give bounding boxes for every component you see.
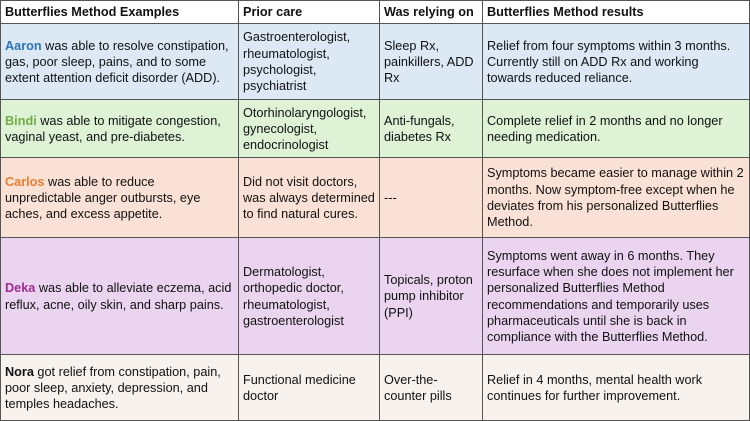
- relying-on-cell: Topicals, proton pump inhibitor (PPI): [379, 237, 483, 355]
- example-cell: Bindi was able to mitigate congestion, v…: [0, 99, 239, 158]
- example-text: was able to alleviate eczema, acid reflu…: [5, 281, 232, 312]
- relying-on-cell: Over-the-counter pills: [379, 354, 483, 421]
- person-name: Aaron: [5, 38, 42, 53]
- header-examples: Butterflies Method Examples: [0, 0, 239, 24]
- person-name: Deka: [5, 281, 36, 296]
- results-cell: Symptoms went away in 6 months. They res…: [482, 237, 750, 355]
- header-results: Butterflies Method results: [482, 0, 750, 24]
- table-row: Aaron was able to resolve constipation, …: [0, 23, 750, 100]
- results-cell: Symptoms became easier to manage within …: [482, 157, 750, 238]
- results-cell: Complete relief in 2 months and no longe…: [482, 99, 750, 158]
- example-text: got relief from constipation, pain, poor…: [5, 364, 221, 412]
- table-row: Bindi was able to mitigate congestion, v…: [0, 99, 750, 158]
- example-text: was able to resolve constipation, gas, p…: [5, 38, 229, 86]
- person-name: Bindi: [5, 113, 37, 128]
- relying-on-cell: Anti-fungals, diabetes Rx: [379, 99, 483, 158]
- header-prior-care: Prior care: [238, 0, 380, 24]
- example-cell: Deka was able to alleviate eczema, acid …: [0, 237, 239, 355]
- prior-care-cell: Functional medicine doctor: [238, 354, 380, 421]
- example-cell: Nora got relief from constipation, pain,…: [0, 354, 239, 421]
- header-row: Butterflies Method Examples Prior care W…: [0, 0, 750, 24]
- header-relying-on: Was relying on: [379, 0, 483, 24]
- prior-care-cell: Did not visit doctors, was always determ…: [238, 157, 380, 238]
- example-text: was able to mitigate congestion, vaginal…: [5, 113, 221, 144]
- relying-on-cell: Sleep Rx, painkillers, ADD Rx: [379, 23, 483, 100]
- table-row: Nora got relief from constipation, pain,…: [0, 354, 750, 421]
- person-name: Nora: [5, 364, 34, 379]
- results-cell: Relief in 4 months, mental health work c…: [482, 354, 750, 421]
- example-cell: Aaron was able to resolve constipation, …: [0, 23, 239, 100]
- example-cell: Carlos was able to reduce unpredictable …: [0, 157, 239, 238]
- results-cell: Relief from four symptoms within 3 month…: [482, 23, 750, 100]
- example-text: was able to reduce unpredictable anger o…: [5, 174, 201, 222]
- relying-on-cell: ---: [379, 157, 483, 238]
- table-row: Carlos was able to reduce unpredictable …: [0, 157, 750, 238]
- prior-care-cell: Gastroenterologist, rheumatologist, psyc…: [238, 23, 380, 100]
- table-row: Deka was able to alleviate eczema, acid …: [0, 237, 750, 355]
- person-name: Carlos: [5, 174, 45, 189]
- prior-care-cell: Otorhinolaryngologist, gynecologist, end…: [238, 99, 380, 158]
- prior-care-cell: Dermatologist, orthopedic doctor, rheuma…: [238, 237, 380, 355]
